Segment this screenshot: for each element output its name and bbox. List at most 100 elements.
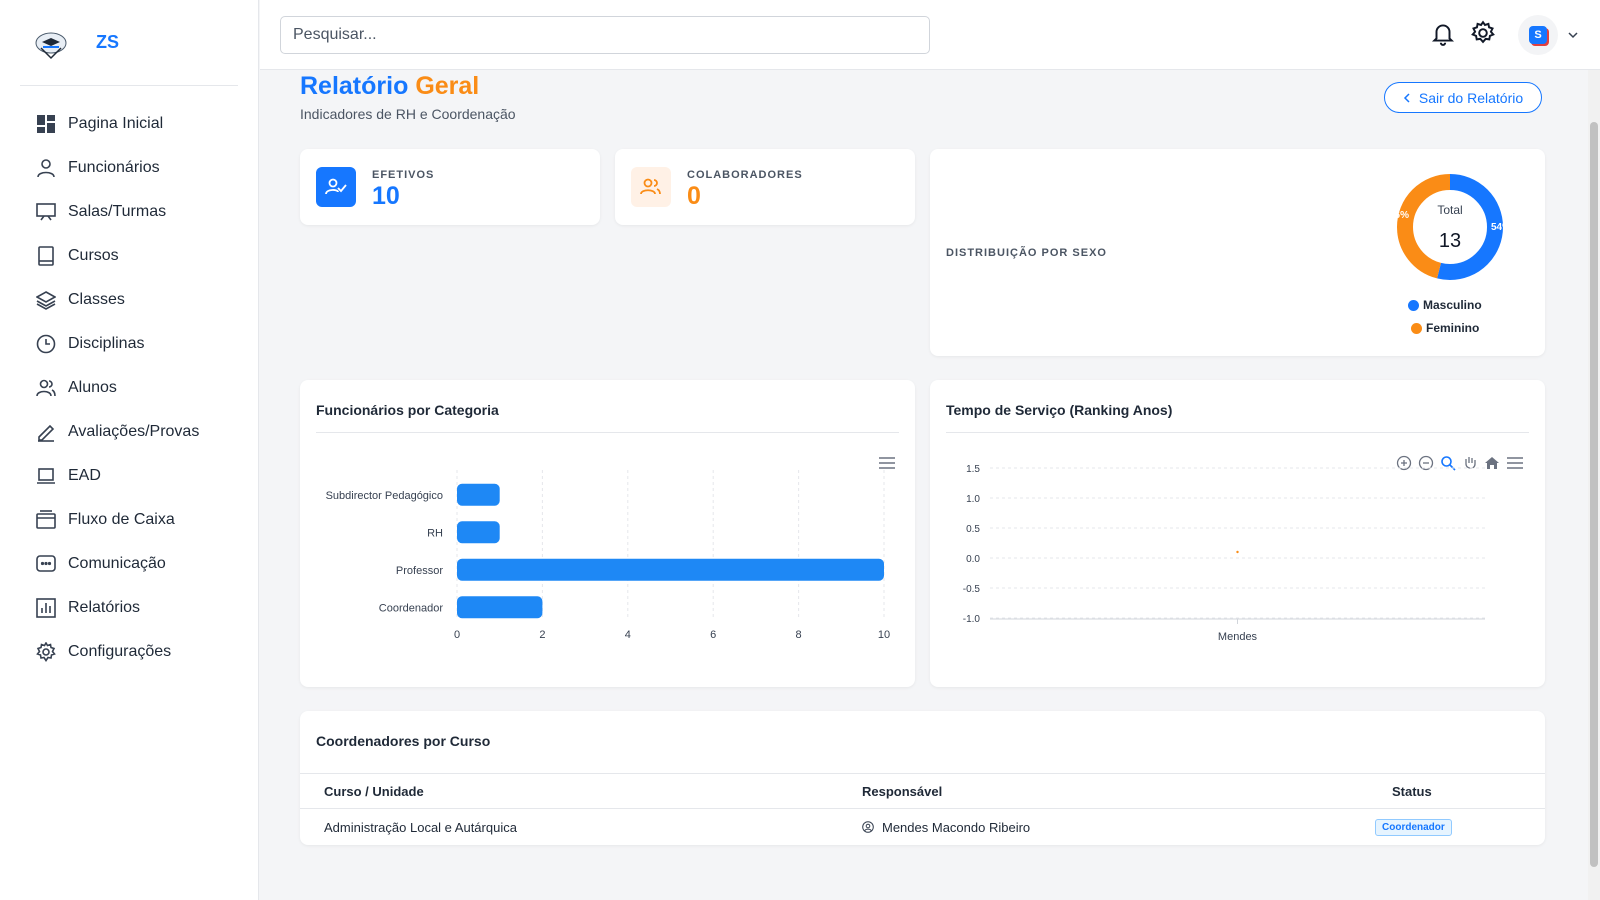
chevron-left-icon [1403, 92, 1410, 103]
gender-donut-chart: Total 13 54% 46% [1392, 174, 1508, 280]
sidebar-item-label: Classes [68, 291, 125, 308]
exit-report-label: Sair do Relatório [1418, 89, 1524, 106]
sidebar-item-disciplinas[interactable]: Disciplinas [0, 322, 258, 366]
cell-status: Coordenador [1375, 809, 1452, 845]
chart-menu-icon[interactable] [1506, 455, 1524, 471]
stat-value: 0 [687, 182, 701, 210]
y-tick-label: -1.0 [963, 614, 981, 625]
settings-icon[interactable] [1470, 20, 1496, 46]
sidebar-item-cursos[interactable]: Cursos [0, 234, 258, 278]
chat-icon [36, 555, 56, 572]
sidebar-item-label: Comunicação [68, 555, 166, 572]
sidebar-item-funcionarios[interactable]: Funcionários [0, 146, 258, 190]
scrollbar[interactable] [1588, 70, 1600, 900]
sidebar-item-ead[interactable]: EAD [0, 454, 258, 498]
search-input[interactable] [280, 16, 930, 54]
sidebar-item-label: Disciplinas [68, 335, 145, 352]
page-title: Relatório Geral [300, 72, 479, 101]
legend-label: Feminino [1426, 321, 1480, 335]
donut-feminino-pct: 46% [1392, 210, 1409, 221]
donut-slice-feminino [1397, 174, 1503, 280]
bar [457, 596, 543, 619]
home-reset-icon[interactable] [1484, 455, 1500, 471]
x-tick-label: 6 [710, 629, 716, 641]
bar-chart-icon [36, 598, 56, 618]
sidebar-nav: Pagina Inicial Funcionários Salas/Turmas… [0, 102, 258, 674]
brand[interactable]: ZS [20, 0, 238, 86]
sidebar-item-label: Fluxo de Caixa [68, 511, 175, 528]
layers-icon [36, 291, 56, 310]
y-category-label: Subdirector Pedagógico [326, 490, 443, 502]
stat-card-colaboradores: COLABORADORES 0 [615, 149, 915, 225]
cell-curso: Administração Local e Autárquica [324, 819, 517, 835]
column-header-status[interactable]: Status [1392, 783, 1432, 799]
chart-toolbar [1396, 455, 1524, 471]
table-header: Curso / Unidade Responsável Status [300, 773, 1545, 809]
sidebar-item-label: Configurações [68, 643, 172, 660]
stat-label: COLABORADORES [687, 169, 803, 181]
divider [946, 432, 1529, 433]
sidebar-item-classes[interactable]: Classes [0, 278, 258, 322]
bell-icon[interactable] [1430, 20, 1456, 46]
donut-total-label: Total [1437, 203, 1462, 217]
pan-hand-icon[interactable] [1462, 455, 1478, 471]
sidebar-item-configuracoes[interactable]: Configurações [0, 630, 258, 674]
avatar[interactable]: S [1518, 15, 1558, 55]
column-header-curso[interactable]: Curso / Unidade [324, 783, 424, 799]
sidebar-item-relatorios[interactable]: Relatórios [0, 586, 258, 630]
status-badge: Coordenador [1375, 818, 1452, 836]
legend-label: Masculino [1423, 298, 1482, 312]
sidebar-item-avaliacoes[interactable]: Avaliações/Provas [0, 410, 258, 454]
logo-icon [35, 32, 67, 59]
sidebar-item-label: Alunos [68, 379, 117, 396]
sidebar-item-label: Salas/Turmas [68, 203, 167, 220]
bar [457, 521, 500, 544]
service-time-chart-card: Tempo de Serviço (Ranking Anos) 1.5 1.0 0.… [930, 380, 1545, 687]
chart-menu-icon[interactable] [878, 456, 896, 470]
sidebar-item-label: Funcionários [68, 159, 160, 176]
zoom-in-icon[interactable] [1396, 455, 1412, 471]
y-tick-label: 1.5 [966, 464, 980, 475]
page-title-part1: Relatório [300, 72, 409, 100]
coordinators-card: Coordenadores por Curso Curso / Unidade … [300, 711, 1545, 845]
sidebar: ZS Pagina Inicial Funcionários Salas/Tur… [0, 0, 259, 900]
dashboard-icon [37, 115, 55, 133]
table-row[interactable]: Administração Local e Autárquica Mendes … [300, 809, 1545, 845]
sidebar-item-label: Avaliações/Provas [68, 423, 200, 440]
sidebar-item-comunicacao[interactable]: Comunicação [0, 542, 258, 586]
sidebar-item-label: Cursos [68, 247, 119, 264]
sidebar-item-pagina-inicial[interactable]: Pagina Inicial [0, 102, 258, 146]
chevron-down-icon[interactable] [1566, 28, 1580, 42]
sidebar-item-fluxo-de-caixa[interactable]: Fluxo de Caixa [0, 498, 258, 542]
y-category-label: Professor [396, 565, 443, 577]
book-icon [38, 246, 54, 266]
x-tick-label: 0 [454, 629, 460, 641]
sidebar-item-alunos[interactable]: Alunos [0, 366, 258, 410]
gender-distribution-label: DISTRIBUIÇÃO POR SEXO [946, 247, 1107, 259]
scrollbar-thumb[interactable] [1590, 122, 1598, 867]
user-icon [37, 159, 55, 178]
wallet-icon [36, 510, 56, 529]
exit-report-button[interactable]: Sair do Relatório [1384, 82, 1542, 113]
legend-masculino[interactable]: Masculino [1408, 298, 1482, 312]
donut-masculino-pct: 54% [1491, 222, 1508, 233]
service-time-chart-title: Tempo de Serviço (Ranking Anos) [946, 402, 1173, 418]
divider [316, 432, 899, 433]
x-tick-label: 10 [878, 629, 890, 641]
data-point [1236, 550, 1239, 554]
topbar: S [260, 0, 1600, 70]
legend-feminino[interactable]: Feminino [1411, 321, 1479, 335]
gender-distribution-card: DISTRIBUIÇÃO POR SEXO Total 13 54% 46% M… [930, 149, 1545, 356]
sidebar-item-label: EAD [68, 467, 101, 484]
column-header-responsavel[interactable]: Responsável [862, 783, 943, 799]
x-tick-label: 2 [539, 629, 545, 641]
bar [457, 483, 500, 506]
page-subtitle: Indicadores de RH e Coordenação [300, 106, 516, 122]
category-bar-chart: 0 2 4 6 8 10 Subdirector Pedagógico RH Professor… [326, 470, 890, 641]
category-chart-card: Funcionários por Categoria 0 2 4 6 8 10 Subdir… [300, 380, 915, 687]
clock-icon [36, 334, 56, 354]
sidebar-item-salas-turmas[interactable]: Salas/Turmas [0, 190, 258, 234]
stat-value: 10 [372, 182, 400, 210]
zoom-out-icon[interactable] [1418, 455, 1434, 471]
laptop-icon [37, 468, 55, 484]
